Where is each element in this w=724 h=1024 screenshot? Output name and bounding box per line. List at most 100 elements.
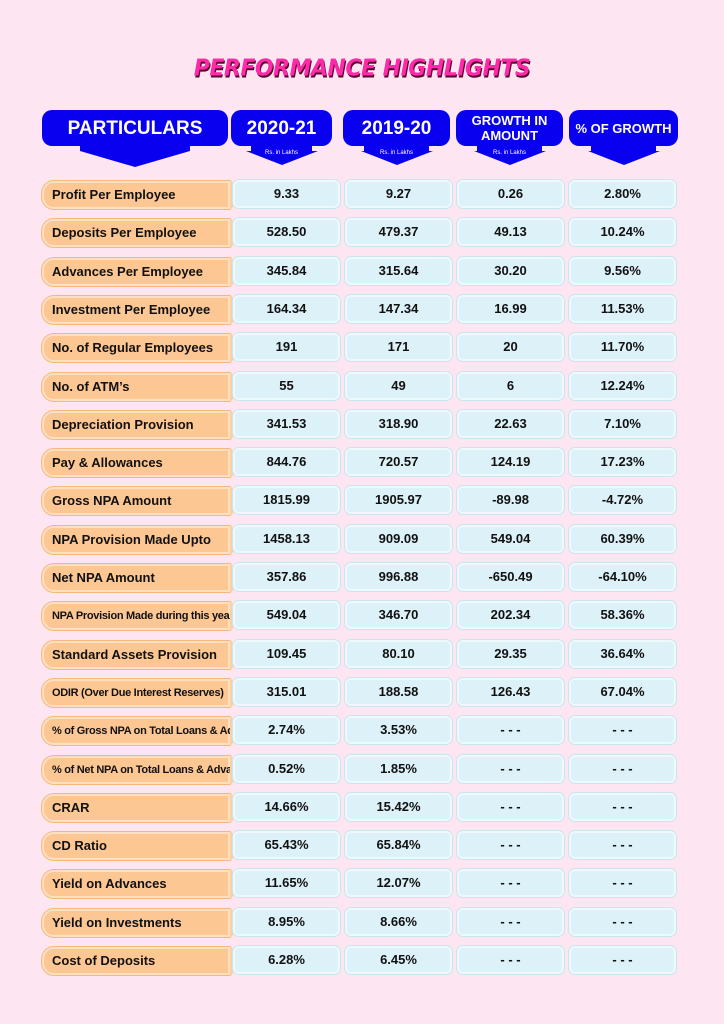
cell-y2020: 315.64 <box>345 256 452 285</box>
column-header-particulars: PARTICULARS <box>42 110 228 146</box>
cell-pct: 17.23% <box>569 448 676 477</box>
cell-pct: - - - <box>569 869 676 898</box>
column-header-label: GROWTH IN AMOUNT <box>471 113 548 143</box>
row-label: No. of Regular Employees <box>42 332 242 365</box>
table-row: Profit Per Employee 9.33 9.27 0.26 2.80% <box>0 179 724 211</box>
row-label: Standard Assets Provision <box>42 638 242 671</box>
cell-pct: 11.53% <box>569 294 676 323</box>
cell-pct: 7.10% <box>569 409 676 438</box>
cell-growth: 202.34 <box>457 601 564 630</box>
row-label: CD Ratio <box>42 830 242 863</box>
cell-y2020: 9.27 <box>345 180 452 208</box>
cell-y2021: 55 <box>233 371 340 400</box>
cell-growth: - - - <box>457 792 564 821</box>
cell-y2021: 1815.99 <box>233 486 340 515</box>
row-label: Cost of Deposits <box>42 945 242 977</box>
cell-y2020: 479.37 <box>345 218 452 247</box>
row-label: % of Net NPA on Total Loans & Advances <box>42 753 256 786</box>
cell-pct: 12.24% <box>569 371 676 400</box>
cell-growth: 20 <box>457 333 564 362</box>
row-label: NPA Provision Made during this year <box>42 600 242 633</box>
cell-growth: 6 <box>457 371 564 400</box>
row-label: Depreciation Provision <box>42 408 242 441</box>
cell-growth: - - - <box>457 754 564 783</box>
cell-pct: -64.10% <box>569 563 676 591</box>
cell-pct: - - - <box>569 754 676 783</box>
cell-y2020: 1.85% <box>345 754 452 783</box>
row-label: Advances Per Employee <box>42 255 242 288</box>
cell-growth: 124.19 <box>457 448 564 477</box>
cell-y2020: 909.09 <box>345 524 452 553</box>
table-row: ODIR (Over Due Interest Reserves) 315.01 1… <box>0 676 724 709</box>
cell-pct: - - - <box>569 907 676 936</box>
cell-pct: 11.70% <box>569 333 676 362</box>
cell-growth: 16.99 <box>457 294 564 323</box>
table-row: Deposits Per Employee 528.50 479.37 49.13 10… <box>0 217 724 250</box>
row-label: ODIR (Over Due Interest Reserves) <box>42 676 242 709</box>
table-row: Standard Assets Provision 109.45 80.10 29.3… <box>0 638 724 671</box>
page-title: PERFORMANCE HIGHLIGHTS <box>193 55 531 82</box>
cell-y2020: 15.42% <box>345 792 452 821</box>
table-row: Cost of Deposits 6.28% 6.45% - - -- - - <box>0 945 724 977</box>
cell-growth: 22.63 <box>457 409 564 438</box>
table-row: No. of Regular Employees 191 171 20 11.70% <box>0 332 724 365</box>
table-row: Yield on Investments 8.95% 8.66% - - -- - - <box>0 906 724 939</box>
column-header-label: 2020-21 <box>246 117 317 139</box>
unit-note: Rs. in Lakhs <box>379 150 414 156</box>
cell-y2021: 11.65% <box>233 869 340 898</box>
cell-pct: 2.80% <box>569 180 676 208</box>
cell-y2020: 49 <box>345 371 452 400</box>
cell-y2020: 996.88 <box>345 563 452 591</box>
table-row: Yield on Advances 11.65% 12.07% - - -- - - <box>0 868 724 901</box>
row-label: NPA Provision Made Upto <box>42 523 242 556</box>
cell-y2021: 8.95% <box>233 907 340 936</box>
column-header-2019-20: 2019-20 Rs. in Lakhs <box>343 110 450 156</box>
cell-y2021: 164.34 <box>233 294 340 323</box>
cell-pct: - - - <box>569 716 676 745</box>
cell-growth: 126.43 <box>457 677 564 706</box>
row-label: Profit Per Employee <box>42 179 242 211</box>
row-label: Net NPA Amount <box>42 562 242 594</box>
cell-y2021: 357.86 <box>233 563 340 591</box>
cell-pct: - - - <box>569 831 676 860</box>
column-header-label: % OF GROWTH <box>575 120 672 136</box>
row-label: Yield on Investments <box>42 906 242 939</box>
column-header-2020-21: 2020-21 Rs. in Lakhs <box>231 110 332 156</box>
table-row: Pay & Allowances 844.76 720.57 124.19 17.23% <box>0 447 724 480</box>
cell-growth: - - - <box>457 946 564 974</box>
cell-growth: 29.35 <box>457 639 564 668</box>
cell-y2021: 341.53 <box>233 409 340 438</box>
cell-y2020: 6.45% <box>345 946 452 974</box>
cell-y2020: 171 <box>345 333 452 362</box>
cell-y2021: 1458.13 <box>233 524 340 553</box>
cell-growth: - - - <box>457 831 564 860</box>
cell-pct: 9.56% <box>569 256 676 285</box>
table-row: Net NPA Amount 357.86 996.88 -650.49 -64.10% <box>0 562 724 594</box>
cell-y2021: 6.28% <box>233 946 340 974</box>
cell-pct: -4.72% <box>569 486 676 515</box>
row-label: % of Gross NPA on Total Loans & Advances <box>42 715 270 748</box>
cell-y2021: 315.01 <box>233 677 340 706</box>
unit-note: Rs. in Lakhs <box>264 150 299 156</box>
column-header-label: PARTICULARS <box>67 117 203 139</box>
cell-growth: 30.20 <box>457 256 564 285</box>
table-row: NPA Provision Made during this year 549.0… <box>0 600 724 633</box>
cell-y2021: 844.76 <box>233 448 340 477</box>
row-label: Yield on Advances <box>42 868 242 901</box>
column-header-growth-amount: GROWTH IN AMOUNT Rs. in Lakhs <box>456 110 563 156</box>
cell-y2021: 345.84 <box>233 256 340 285</box>
cell-y2021: 549.04 <box>233 601 340 630</box>
cell-y2020: 65.84% <box>345 831 452 860</box>
cell-y2020: 147.34 <box>345 294 452 323</box>
cell-y2020: 188.58 <box>345 677 452 706</box>
row-label: CRAR <box>42 791 242 824</box>
cell-y2021: 2.74% <box>233 716 340 745</box>
cell-growth: - - - <box>457 716 564 745</box>
cell-growth: -89.98 <box>457 486 564 515</box>
cell-pct: 67.04% <box>569 677 676 706</box>
table-row: CRAR 14.66% 15.42% - - -- - - <box>0 791 724 824</box>
cell-pct: - - - <box>569 946 676 974</box>
cell-growth: 549.04 <box>457 524 564 553</box>
cell-y2020: 8.66% <box>345 907 452 936</box>
